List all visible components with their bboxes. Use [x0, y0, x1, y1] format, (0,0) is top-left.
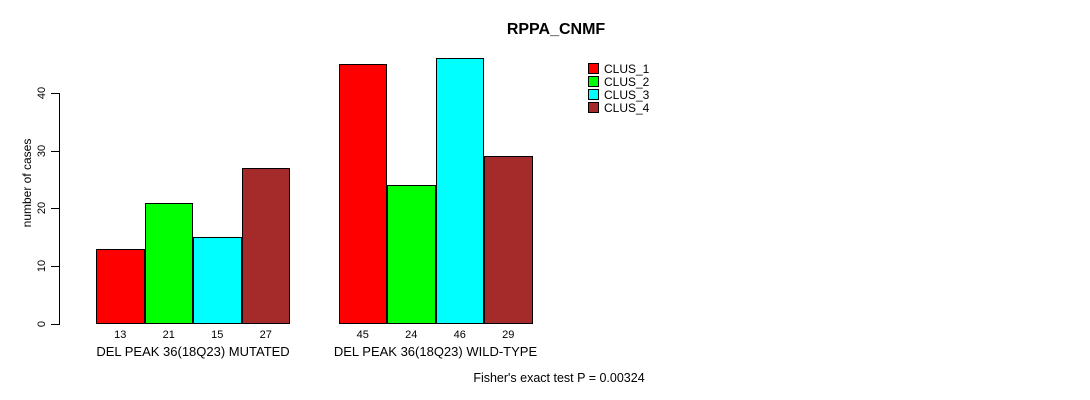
legend-label: CLUS_4 — [604, 100, 650, 115]
y-axis-tick — [51, 266, 59, 268]
y-axis-label: number of cases — [20, 138, 34, 228]
legend-color-swatch — [588, 102, 599, 113]
bar-value-label: 13 — [114, 329, 127, 341]
legend-label: CLUS_2 — [604, 74, 650, 89]
y-axis-tick-label: 40 — [36, 86, 48, 99]
annotation-fisher-test: Fisher's exact test P = 0.00324 — [473, 371, 645, 385]
chart-title: RPPA_CNMF — [506, 21, 606, 38]
legend-label: CLUS_1 — [604, 61, 650, 76]
x-group-label: DEL PEAK 36(18Q23) WILD-TYPE — [333, 344, 538, 359]
bar-value-label: 29 — [502, 329, 515, 341]
bar-value-label: 24 — [405, 329, 418, 341]
bar-CLUS_4-group1 — [241, 167, 290, 324]
y-axis-tick — [51, 324, 59, 325]
legend-item-CLUS_2: CLUS_2 — [588, 75, 649, 88]
bar-CLUS_2-group1 — [144, 202, 193, 324]
x-group-label: DEL PEAK 36(18Q23) MUTATED — [96, 344, 290, 359]
bar-value-label: 27 — [259, 329, 272, 341]
bar-value-label: 46 — [453, 329, 466, 341]
y-axis-tick — [51, 208, 59, 210]
y-axis-tick-label: 30 — [36, 144, 48, 157]
bar-CLUS_3-group1 — [193, 237, 242, 324]
bar-CLUS_4-group2 — [484, 156, 533, 324]
bar-value-label: 21 — [162, 329, 175, 341]
y-axis-tick-label: 20 — [36, 202, 48, 215]
bar-CLUS_1-group2 — [338, 63, 387, 324]
legend-label: CLUS_3 — [604, 87, 650, 102]
y-axis-tick — [51, 92, 59, 94]
y-axis-line — [59, 93, 60, 325]
bar-CLUS_3-group2 — [435, 58, 484, 324]
legend-color-swatch — [588, 63, 599, 74]
bar-CLUS_2-group2 — [387, 185, 436, 324]
bar-value-label: 45 — [356, 329, 369, 341]
legend: CLUS_1 CLUS_2 CLUS_3 CLUS_4 — [588, 62, 649, 114]
y-axis-tick-label: 0 — [36, 320, 48, 328]
y-axis-tick — [51, 150, 59, 152]
legend-item-CLUS_1: CLUS_1 — [588, 62, 649, 75]
legend-item-CLUS_4: CLUS_4 — [588, 101, 649, 114]
legend-item-CLUS_3: CLUS_3 — [588, 88, 649, 101]
legend-color-swatch — [588, 76, 599, 87]
bar-value-label: 15 — [211, 329, 224, 341]
y-axis-tick-label: 10 — [36, 260, 48, 273]
legend-color-swatch — [588, 89, 599, 100]
bar-CLUS_1-group1 — [96, 248, 145, 324]
